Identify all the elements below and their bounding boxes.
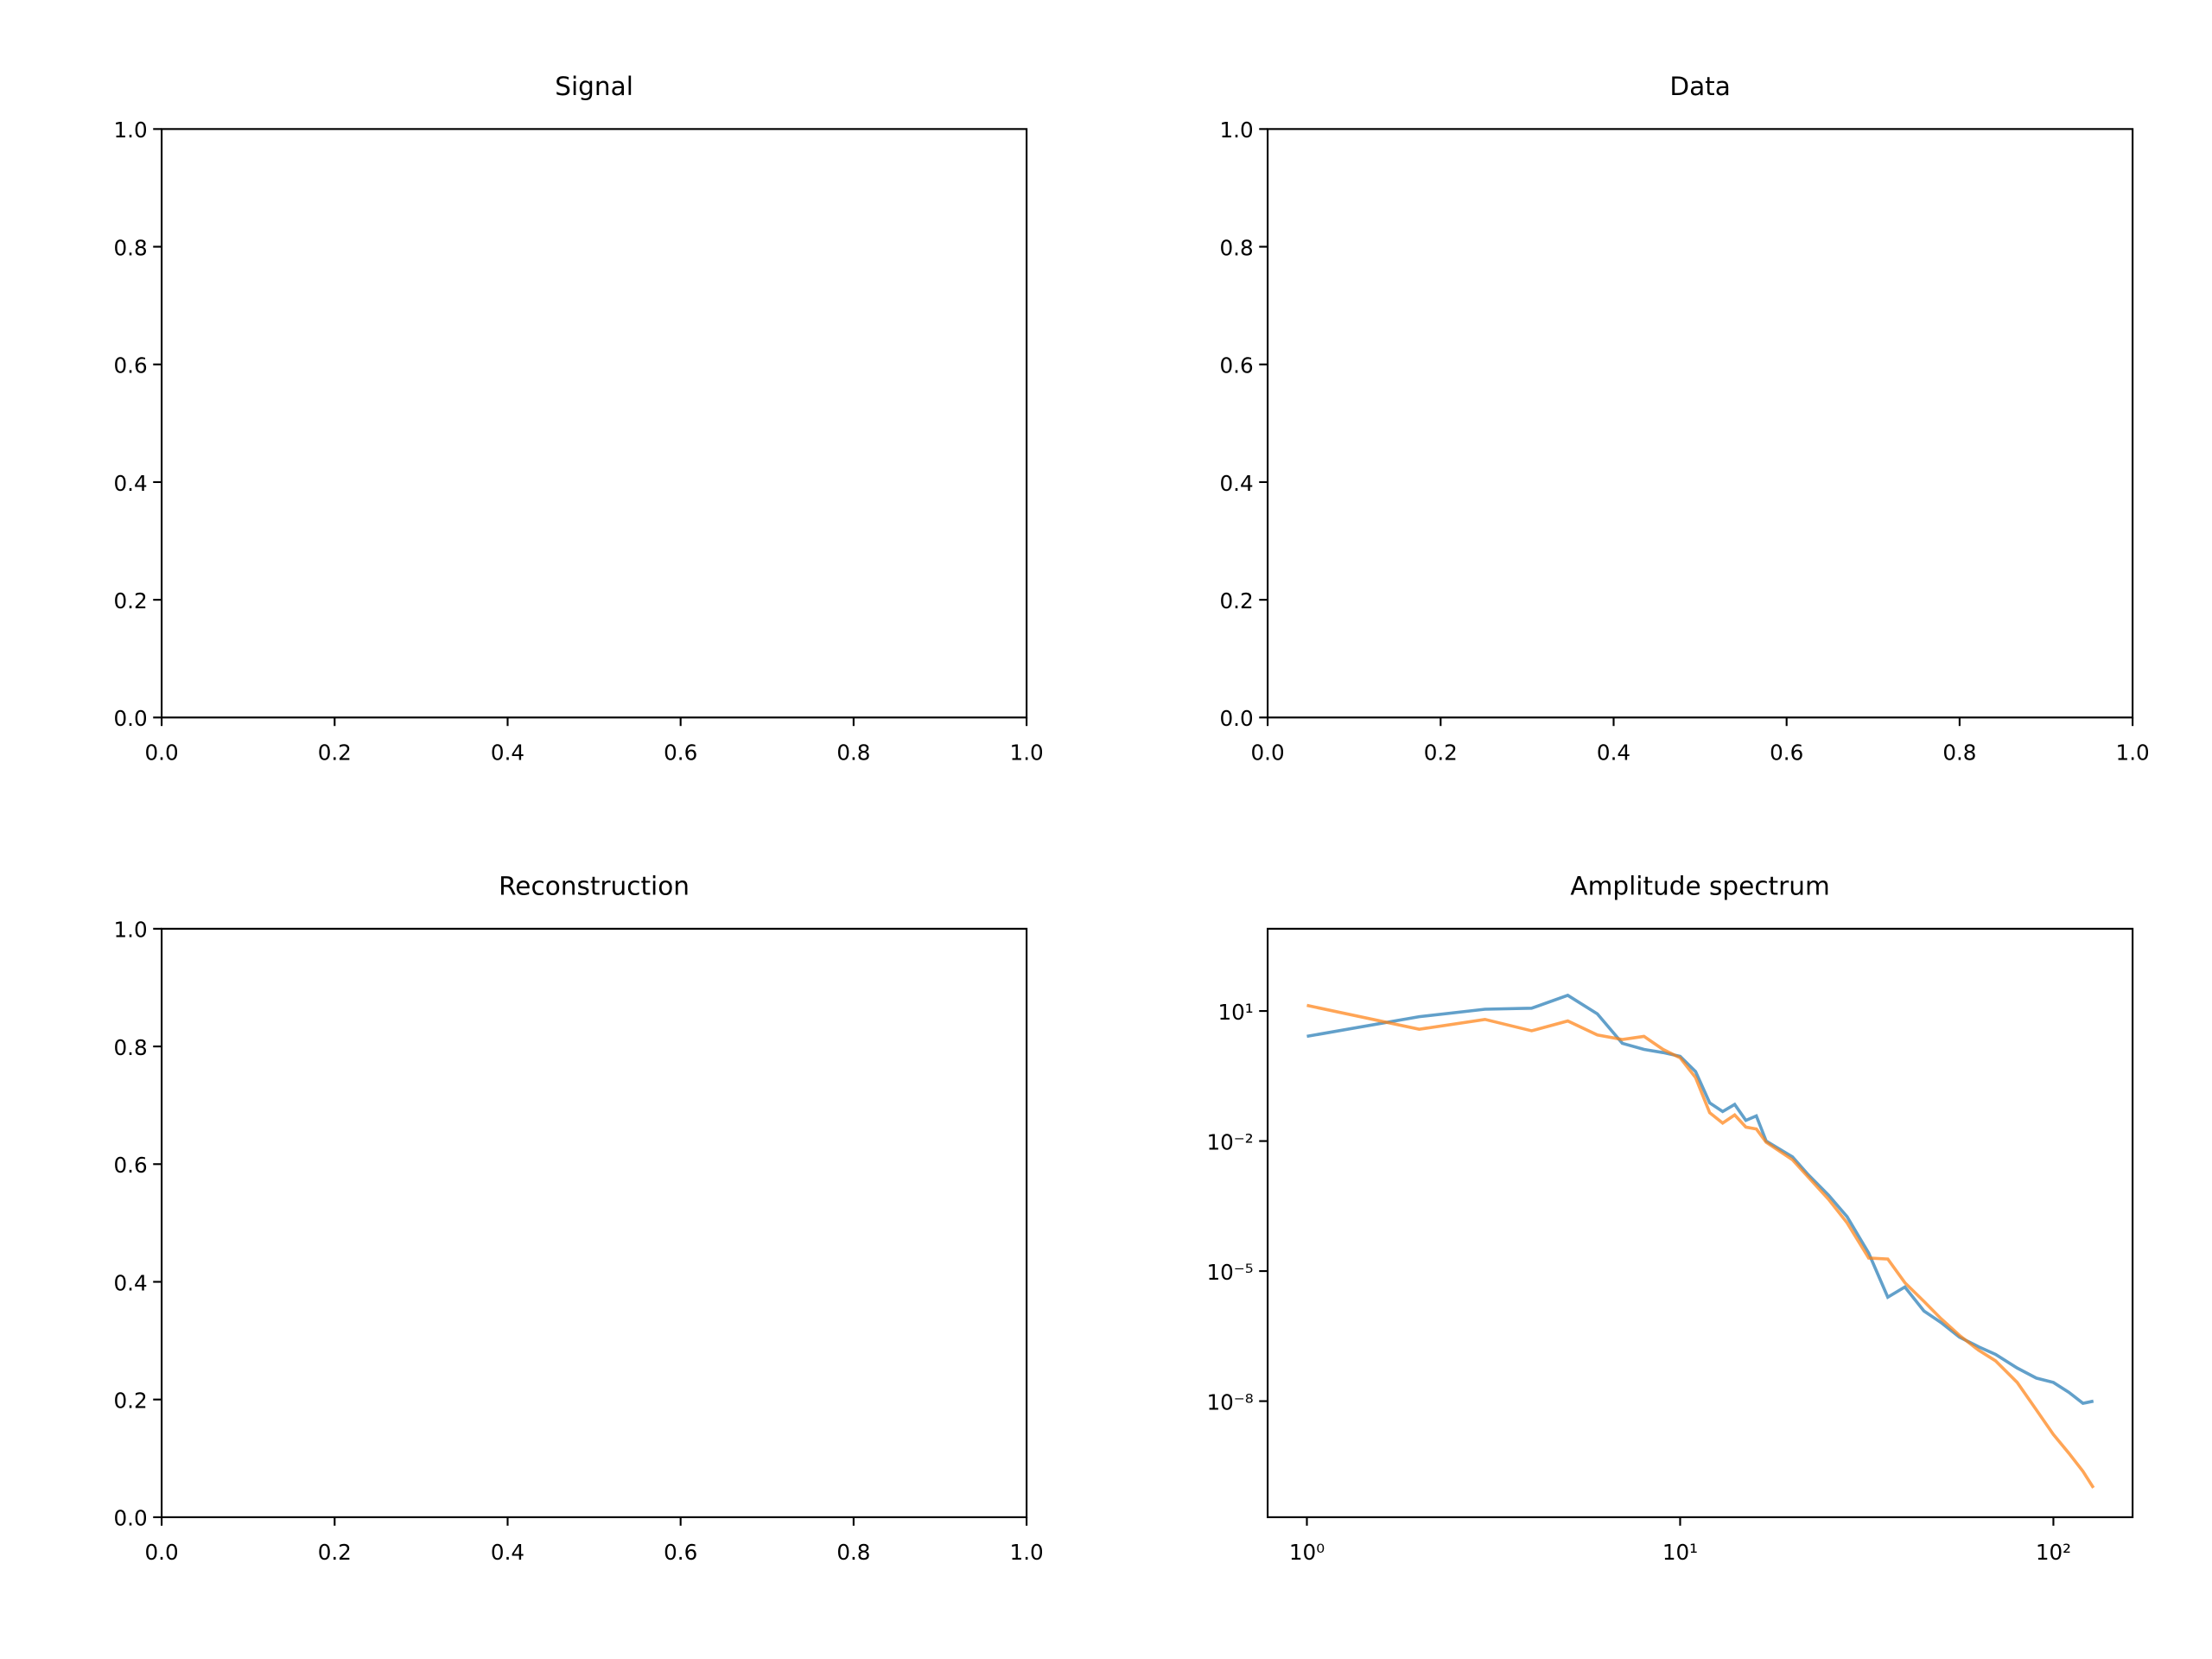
y-tick-label: 10⁻⁸ xyxy=(1206,1389,1253,1414)
axes-frame xyxy=(1267,927,2134,1518)
y-tick-label: 1.0 xyxy=(1220,118,1254,143)
y-tick-label: 0.2 xyxy=(1220,588,1254,613)
axes-frame xyxy=(161,128,1028,719)
y-tick-label: 0.8 xyxy=(1220,235,1254,260)
x-tick-label: 0.2 xyxy=(318,741,352,766)
x-tick-label: 1.0 xyxy=(2116,741,2150,766)
axes-title: Data xyxy=(1669,72,1730,101)
axes-title: Signal xyxy=(555,72,633,101)
axes-frame xyxy=(161,927,1028,1518)
x-tick-label: 0.0 xyxy=(1251,741,1285,766)
y-tick-label: 0.8 xyxy=(114,235,148,260)
x-tick-label: 0.0 xyxy=(145,1540,179,1565)
x-tick-label: 0.8 xyxy=(836,1540,870,1565)
y-tick-label: 10⁻⁵ xyxy=(1206,1260,1253,1285)
x-tick-label: 0.6 xyxy=(664,741,697,766)
x-tick-label: 10⁰ xyxy=(1289,1540,1325,1565)
y-tick-label: 0.4 xyxy=(114,471,148,496)
axes-frame xyxy=(1267,128,2134,719)
y-tick-label: 1.0 xyxy=(114,118,148,143)
x-tick-label: 0.0 xyxy=(145,741,179,766)
y-tick-label: 0.4 xyxy=(114,1270,148,1295)
x-tick-label: 0.4 xyxy=(491,741,524,766)
x-tick-label: 0.4 xyxy=(491,1540,524,1565)
y-tick-label: 0.2 xyxy=(114,1389,148,1414)
x-tick-label: 1.0 xyxy=(1010,741,1044,766)
y-tick-label: 0.0 xyxy=(114,706,148,731)
x-tick-label: 0.2 xyxy=(318,1540,352,1565)
x-tick-label: 1.0 xyxy=(1010,1540,1044,1565)
y-tick-label: 0.4 xyxy=(1220,471,1254,496)
data-line xyxy=(1306,1003,2095,1489)
x-tick-label: 0.6 xyxy=(1770,741,1803,766)
x-tick-label: 0.4 xyxy=(1597,741,1630,766)
y-tick-label: 0.6 xyxy=(114,1153,148,1178)
data-line xyxy=(1306,993,2094,1406)
y-tick-label: 10⁻² xyxy=(1206,1129,1253,1154)
y-tick-label: 0.0 xyxy=(1220,706,1254,731)
axes-title: Reconstruction xyxy=(499,871,690,900)
x-tick-label: 10² xyxy=(2036,1540,2071,1565)
y-tick-label: 0.8 xyxy=(114,1035,148,1060)
x-tick-label: 0.6 xyxy=(664,1540,697,1565)
x-tick-label: 10¹ xyxy=(1662,1540,1698,1565)
y-tick-label: 0.0 xyxy=(114,1506,148,1531)
x-tick-label: 0.8 xyxy=(1942,741,1976,766)
y-tick-label: 1.0 xyxy=(114,918,148,943)
y-tick-label: 0.6 xyxy=(1220,353,1254,378)
y-tick-label: 0.6 xyxy=(114,353,148,378)
axes-title: Amplitude spectrum xyxy=(1570,871,1829,900)
x-tick-label: 0.2 xyxy=(1424,741,1458,766)
y-tick-label: 0.2 xyxy=(114,588,148,613)
y-tick-label: 10¹ xyxy=(1217,1000,1253,1025)
x-tick-label: 0.8 xyxy=(836,741,870,766)
